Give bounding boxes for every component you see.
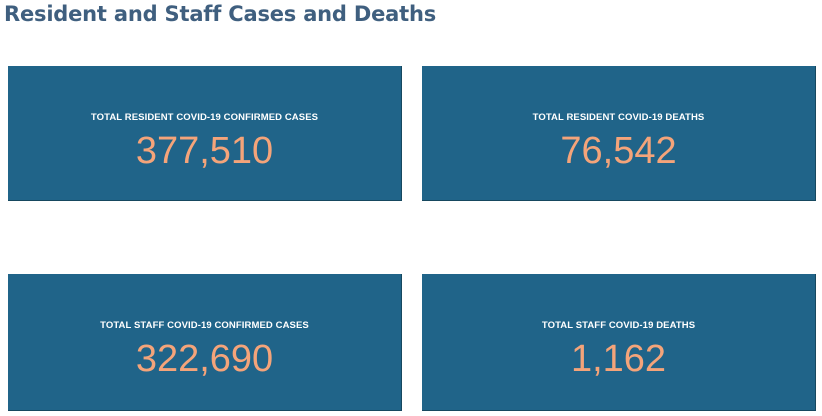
staff-deaths-card: TOTAL STAFF COVID-19 DEATHS 1,162	[422, 274, 816, 411]
staff-deaths-label: TOTAL STAFF COVID-19 DEATHS	[541, 320, 696, 331]
resident-cases-label: TOTAL RESIDENT COVID-19 CONFIRMED CASES	[90, 112, 319, 123]
resident-deaths-label: TOTAL RESIDENT COVID-19 DEATHS	[532, 112, 705, 123]
staff-cases-label: TOTAL STAFF COVID-19 CONFIRMED CASES	[100, 320, 309, 331]
staff-cases-card: TOTAL STAFF COVID-19 CONFIRMED CASES 322…	[8, 274, 402, 411]
resident-deaths-card: TOTAL RESIDENT COVID-19 DEATHS 76,542	[422, 66, 816, 201]
staff-deaths-value: 1,162	[570, 338, 667, 380]
resident-cases-card: TOTAL RESIDENT COVID-19 CONFIRMED CASES …	[8, 66, 402, 201]
resident-cases-value: 377,510	[135, 130, 274, 172]
staff-cases-value: 322,690	[135, 338, 274, 380]
page-title: Resident and Staff Cases and Deaths	[4, 2, 437, 26]
resident-deaths-value: 76,542	[560, 130, 677, 172]
